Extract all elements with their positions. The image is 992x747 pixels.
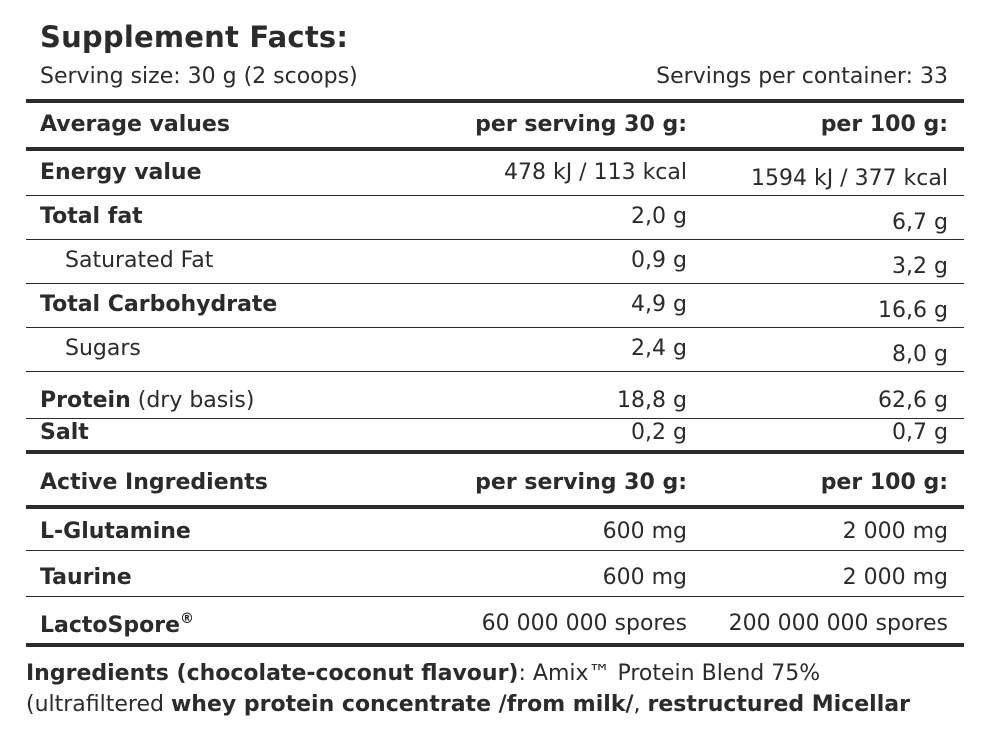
table-row: Total Carbohydrate 4,9 g 16,6 g — [26, 292, 964, 324]
divider — [26, 450, 964, 454]
nutrient-label: Saturated Fat — [65, 248, 214, 273]
divider — [26, 283, 964, 284]
serving-size: Serving size: 30 g (2 scoops) — [40, 64, 358, 89]
divider — [26, 195, 964, 196]
column-header-label: Average values — [40, 112, 230, 137]
ingredients-text: Ingredients (chocolate-coconut flavour):… — [26, 658, 966, 720]
ingredients-micellar: restructured Micellar — [647, 692, 910, 717]
table-row: Taurine 600 mg 2 000 mg — [26, 565, 964, 597]
nutrient-label: Total Carbohydrate — [40, 292, 278, 317]
servings-per-container: Servings per container: 33 — [656, 64, 948, 89]
divider — [26, 505, 964, 509]
divider — [26, 147, 964, 151]
divider — [26, 596, 964, 597]
per-serving-value: 4,9 g — [631, 292, 687, 317]
ingredients-heading: Ingredients (chocolate-coconut flavour) — [26, 661, 519, 686]
per-serving-value: 2,0 g — [631, 204, 687, 229]
nutrient-label: Salt — [40, 420, 89, 445]
per-serving-value: 478 kJ / 113 kcal — [503, 160, 687, 185]
table-header-row: Average values per serving 30 g: per 100… — [26, 112, 964, 144]
column-header-per-100g: per 100 g: — [820, 470, 948, 495]
nutrient-label: Energy value — [40, 160, 202, 185]
per-100g-value: 8,0 g — [892, 342, 948, 367]
divider — [26, 327, 964, 328]
table-row: Sugars 2,4 g 8,0 g — [26, 336, 964, 368]
table-row: Protein (dry basis) 18,8 g 62,6 g — [26, 388, 964, 420]
panel-title: Supplement Facts: — [40, 20, 349, 54]
per-100g-value: 0,7 g — [892, 420, 948, 445]
per-100g-value: 6,7 g — [892, 210, 948, 235]
ingredient-label: LactoSpore® — [40, 611, 194, 638]
per-100g-value: 2 000 mg — [842, 519, 948, 544]
table-row: LactoSpore® 60 000 000 spores 200 000 00… — [26, 611, 964, 643]
ingredient-name: LactoSpore — [40, 613, 181, 638]
nutrient-label: Sugars — [65, 336, 141, 361]
per-serving-value: 0,9 g — [631, 248, 687, 273]
table-row: Total fat 2,0 g 6,7 g — [26, 204, 964, 236]
nutrient-name: Protein — [40, 388, 131, 413]
ingredients-blend: : Amix™ Protein Blend 75% — [518, 661, 821, 686]
per-100g-value: 1594 kJ / 377 kcal — [750, 166, 948, 191]
divider — [26, 371, 964, 372]
column-header-per-100g: per 100 g: — [820, 112, 948, 137]
column-header-label: Active Ingredients — [40, 470, 268, 495]
divider — [26, 99, 964, 103]
ingredients-open: (ultrafiltered — [26, 692, 171, 717]
divider — [26, 643, 964, 647]
ingredient-label: L-Glutamine — [40, 519, 191, 544]
ingredient-label: Taurine — [40, 565, 132, 590]
per-100g-value: 2 000 mg — [842, 565, 948, 590]
column-header-per-serving: per serving 30 g: — [475, 470, 687, 495]
table-row: Energy value 478 kJ / 113 kcal 1594 kJ /… — [26, 160, 964, 192]
per-100g-value: 62,6 g — [878, 388, 948, 413]
ingredients-comma: , — [633, 692, 648, 717]
nutrient-note: (dry basis) — [137, 388, 255, 413]
nutrient-label: Protein (dry basis) — [40, 388, 254, 413]
per-100g-value: 16,6 g — [878, 298, 948, 323]
divider — [26, 418, 964, 419]
per-serving-value: 2,4 g — [631, 336, 687, 361]
table-row: Salt 0,2 g 0,7 g — [26, 420, 964, 452]
per-100g-value: 200 000 000 spores — [728, 611, 948, 636]
ingredients-whey: whey protein concentrate /from milk/ — [170, 692, 634, 717]
registered-mark: ® — [180, 611, 195, 627]
table-row: Saturated Fat 0,9 g 3,2 g — [26, 248, 964, 280]
per-100g-value: 3,2 g — [892, 254, 948, 279]
per-serving-value: 600 mg — [602, 565, 687, 590]
per-serving-value: 0,2 g — [631, 420, 687, 445]
per-serving-value: 60 000 000 spores — [481, 611, 687, 636]
per-serving-value: 18,8 g — [617, 388, 687, 413]
table-header-row: Active Ingredients per serving 30 g: per… — [26, 470, 964, 502]
table-row: L-Glutamine 600 mg 2 000 mg — [26, 519, 964, 551]
column-header-per-serving: per serving 30 g: — [475, 112, 687, 137]
nutrient-label: Total fat — [40, 204, 143, 229]
divider — [26, 550, 964, 551]
per-serving-value: 600 mg — [602, 519, 687, 544]
divider — [26, 239, 964, 240]
